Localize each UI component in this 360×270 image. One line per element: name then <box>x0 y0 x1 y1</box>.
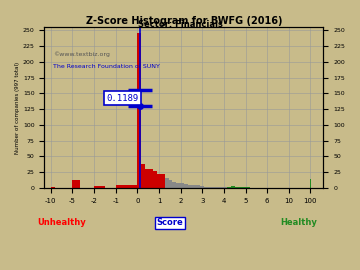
Y-axis label: Number of companies (997 total): Number of companies (997 total) <box>15 62 20 154</box>
Bar <box>231 186 235 188</box>
Bar <box>215 187 219 188</box>
Bar <box>145 169 149 188</box>
Bar <box>207 187 211 188</box>
Bar <box>243 187 246 188</box>
Text: ©www.textbiz.org: ©www.textbiz.org <box>53 51 110 57</box>
Bar <box>200 186 203 188</box>
Bar <box>141 164 145 188</box>
Text: 0.1189: 0.1189 <box>107 94 139 103</box>
Bar <box>51 187 55 188</box>
Text: Unhealthy: Unhealthy <box>37 218 86 227</box>
Bar <box>192 185 196 188</box>
Bar <box>246 187 250 188</box>
Bar <box>239 187 243 188</box>
Bar <box>176 183 180 188</box>
Title: Z-Score Histogram for BWFG (2016): Z-Score Histogram for BWFG (2016) <box>86 16 282 26</box>
Bar <box>219 187 223 188</box>
Bar <box>223 187 227 188</box>
Text: Sector: Financials: Sector: Financials <box>138 20 222 29</box>
Bar <box>165 178 168 188</box>
Text: The Research Foundation of SUNY: The Research Foundation of SUNY <box>53 64 159 69</box>
Bar <box>188 185 192 188</box>
Bar <box>161 174 165 188</box>
Text: Healthy: Healthy <box>281 218 318 227</box>
Bar <box>153 171 157 188</box>
Bar <box>211 187 215 188</box>
Bar <box>184 184 188 188</box>
Bar <box>157 174 161 188</box>
Bar <box>116 185 138 188</box>
Bar <box>172 182 176 188</box>
Bar <box>235 187 239 188</box>
Bar <box>203 187 207 188</box>
Bar <box>94 186 105 188</box>
Bar <box>180 183 184 188</box>
Bar <box>72 180 80 188</box>
Text: Score: Score <box>157 218 183 227</box>
Bar <box>227 187 231 188</box>
Bar <box>138 33 141 188</box>
Bar <box>196 185 200 188</box>
Bar <box>168 180 172 188</box>
Bar <box>149 169 153 188</box>
